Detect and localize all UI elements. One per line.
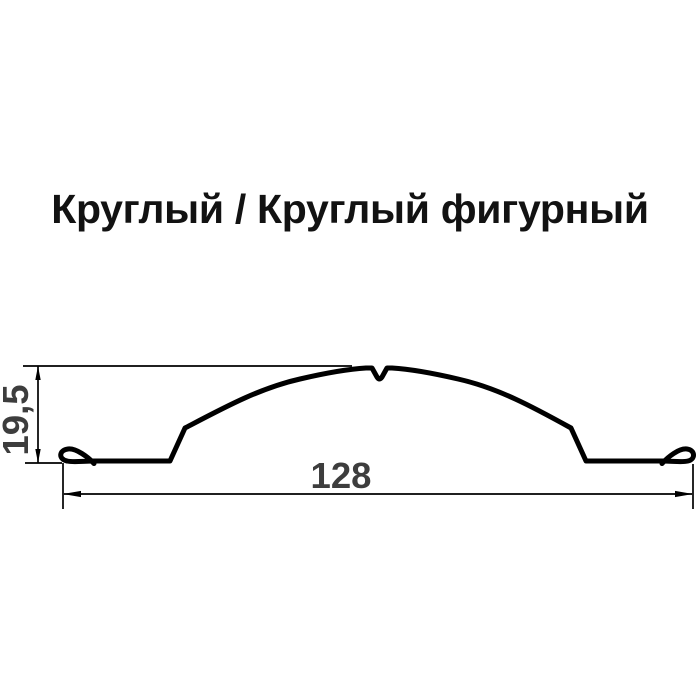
profile-outline xyxy=(58,365,696,466)
dimension-arrowheads xyxy=(35,366,693,498)
width-arrow-left-icon xyxy=(63,490,81,498)
height-arrow-down-icon xyxy=(35,449,41,463)
width-dimension-label: 128 xyxy=(311,455,372,496)
page-title: Круглый / Круглый фигурный xyxy=(51,186,649,232)
width-arrow-right-icon xyxy=(675,490,693,498)
dimension-lines xyxy=(23,365,694,509)
height-dimension-label: 19,5 xyxy=(0,384,36,455)
height-arrow-up-icon xyxy=(35,366,41,380)
